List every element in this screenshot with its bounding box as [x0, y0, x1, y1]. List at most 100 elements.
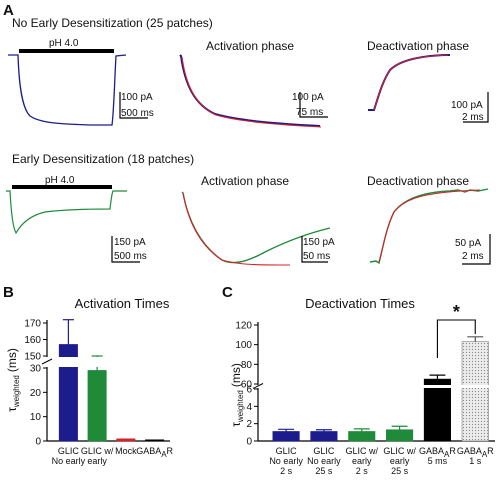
x-tick-label: GLIC [313, 446, 335, 456]
y-tick-label: 20 [30, 388, 42, 399]
axis-break-mark [41, 358, 53, 365]
mid-scalebar-1 [111, 236, 140, 263]
bar [386, 429, 414, 442]
axis-break-mark [252, 383, 264, 389]
x-tick-label: 5 ms [428, 456, 448, 466]
mid-deactivation-fit [378, 189, 481, 263]
top-section-title: No Early Desensitization (25 patches) [12, 16, 213, 30]
significance-star: * [453, 302, 460, 322]
mid-scale3-current: 50 pA [455, 238, 481, 249]
x-tick-label: GLIC w/ [345, 446, 378, 456]
top-scalebar-1 [119, 92, 148, 119]
top-deactivation-data [368, 54, 450, 111]
y-tick-label: 160 [24, 335, 41, 346]
bar [423, 378, 451, 442]
bar [461, 341, 489, 442]
mid-full-trace: pH 4.0 150 pA 500 ms [6, 175, 147, 263]
top-deactivation-trace: Deactivation phase 100 pA 2 ms [367, 39, 489, 123]
svg-text:τweighted(ms): τweighted(ms) [5, 348, 21, 412]
axis-break [41, 357, 170, 367]
y-tick-label: 0 [35, 437, 41, 448]
mid-deactivation-trace: Deactivation phase 50 pA 2 ms [367, 174, 491, 265]
x-tick-label: GLIC w/ [81, 446, 114, 456]
chart-title: Activation Times [75, 296, 170, 311]
x-tick-label: GABAAR [457, 446, 494, 459]
top-scalebar-3 [463, 92, 489, 123]
top-deactivation-fit [373, 54, 449, 111]
x-tick-label: GABAAR [136, 446, 173, 459]
x-tick-label: early [352, 456, 372, 466]
bar [348, 431, 376, 442]
mid-scalebar-2 [301, 236, 328, 263]
top-scale1-current: 100 pA [121, 92, 153, 103]
y-tick-label: 0 [246, 437, 252, 448]
top-scale1-time: 500 ms [121, 108, 154, 119]
mid-scale2-current: 150 pA [303, 237, 335, 248]
bar [116, 438, 136, 442]
top-scale3-time: 2 ms [462, 112, 484, 123]
mid-section-title: Early Desensitization (18 patches) [12, 152, 194, 166]
x-tick-label: 2 s [280, 466, 293, 476]
y-tick-label: 100 [235, 340, 252, 351]
mid-deactivation-label: Deactivation phase [367, 174, 469, 188]
y-tick-label: 2 [246, 419, 252, 430]
x-tick-label: GLIC w/ [383, 446, 416, 456]
top-activation-label: Activation phase [206, 39, 294, 53]
bar [310, 431, 338, 442]
mid-activation-trace: Activation phase 150 pA 50 ms [181, 174, 335, 266]
y-tick-label: 10 [30, 412, 42, 423]
mid-ph-bar [12, 185, 112, 189]
x-tick-label: early [390, 456, 410, 466]
top-deactivation-label: Deactivation phase [367, 39, 469, 53]
y-tick-label: 80 [241, 360, 253, 371]
bar [145, 439, 165, 442]
top-full-trace-line [8, 54, 127, 126]
x-tick-label: 25 s [315, 466, 333, 476]
bar [87, 370, 107, 442]
x-tick-label: No early [52, 456, 86, 466]
panel-label-b: B [3, 284, 14, 301]
y-axis-label: τweighted(ms) [5, 348, 21, 412]
x-tick-label: early [87, 456, 107, 466]
top-ph-label: pH 4.0 [49, 38, 79, 49]
mid-scalebar-3 [462, 234, 491, 265]
y-tick-label: 6 [246, 385, 252, 396]
mid-scale3-time: 2 ms [462, 251, 484, 262]
y-tick-label: 60 [241, 380, 253, 391]
y-tick-label: 120 [235, 321, 252, 332]
top-scalebar-2 [299, 92, 328, 118]
mid-scale1-time: 500 ms [114, 251, 147, 262]
top-ph-bar [19, 49, 114, 53]
top-scale2-current: 100 pA [292, 92, 324, 103]
significance-bracket [436, 319, 476, 358]
x-tick-label: GLIC [276, 446, 298, 456]
deactivation-times-chart: C Deactivation Times τweighted(ms) 0 2 4 66… [222, 284, 495, 476]
top-activation-trace: Activation phase 100 pA 75 ms [179, 39, 328, 128]
top-activation-fit [181, 56, 322, 128]
bar [272, 431, 300, 442]
x-tick-label: 1 s [469, 456, 482, 466]
mid-activation-fit [182, 192, 291, 266]
panel-label-c: C [222, 284, 233, 301]
x-tick-label: GABAAR [419, 446, 456, 459]
mid-ph-label: pH 4.0 [45, 175, 75, 186]
axis-break [252, 385, 495, 388]
y-tick-label: 4 [246, 402, 252, 413]
x-tick-label: 25 s [391, 466, 409, 476]
chart-title: Deactivation Times [305, 296, 415, 311]
svg-text:τweighted(ms): τweighted(ms) [229, 363, 245, 427]
x-tick-label: No early [269, 456, 303, 466]
mid-full-trace-line [6, 190, 127, 235]
top-scale3-current: 100 pA [451, 100, 483, 111]
top-scale2-time: 75 ms [296, 107, 323, 118]
x-tick-label: 2 s [356, 466, 369, 476]
y-tick-label: 170 [24, 319, 41, 330]
x-tick-label: GLIC [58, 446, 80, 456]
mid-scale2-time: 50 ms [303, 251, 330, 262]
activation-times-chart: B Activation Times τweighted(ms) 0 10 20 30… [3, 284, 174, 466]
panel-label-a: A [3, 2, 14, 19]
mid-activation-label: Activation phase [201, 174, 289, 188]
top-full-trace: pH 4.0 100 pA 500 ms [8, 38, 154, 126]
x-tick-label: Mock [115, 446, 137, 456]
